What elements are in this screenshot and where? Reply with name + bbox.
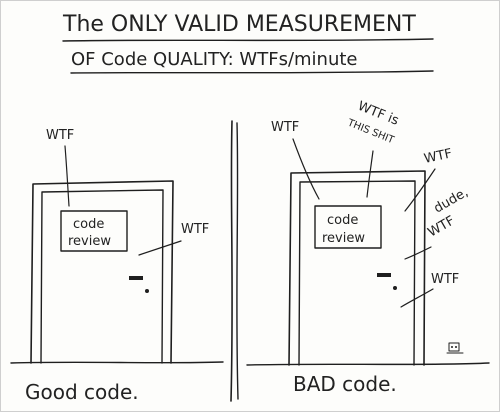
left-sign-text-1: code (73, 217, 104, 232)
left-wtf-side: WTF (181, 222, 209, 237)
right-keyhole (393, 286, 397, 290)
left-wtf-side-pointer (138, 240, 182, 256)
right-code-review-sign (314, 205, 382, 249)
left-keyhole (145, 289, 149, 293)
right-wtf-top-right: WTF (423, 146, 454, 167)
right-door-frame-inner (298, 180, 416, 366)
left-floor-line (10, 361, 224, 364)
left-sign-text-2: review (68, 234, 111, 249)
left-wtf-top: WTF (46, 128, 74, 143)
right-wtf-top-left-pointer (292, 138, 320, 200)
right-door-handle (377, 273, 391, 277)
left-code-review-sign (60, 210, 128, 252)
right-dude-wtf: WTF (426, 213, 458, 240)
right-door-frame-outer (288, 170, 426, 366)
left-door-frame-inner (40, 189, 164, 364)
left-caption: Good code. (25, 380, 139, 404)
right-wtf-bottom: WTF (431, 272, 459, 287)
title-line-2: OF Code QUALITY: WTFs/minute (71, 49, 358, 70)
right-dude: dude, (432, 185, 471, 216)
left-panel: code review WTF WTF Good code. (10, 128, 224, 404)
signature-doodle (446, 342, 464, 354)
left-door-handle (129, 276, 143, 280)
right-wtf-top-right-pointer (404, 168, 436, 212)
divider-line-left (230, 120, 233, 402)
right-floor-line (246, 362, 490, 366)
right-caption: BAD code. (293, 372, 397, 396)
title-underline-2 (70, 70, 434, 74)
left-door-frame-outer (30, 180, 174, 364)
right-sign-text-1: code (327, 213, 358, 228)
title-underline-1 (62, 38, 434, 42)
right-panel: code review WTF WTF is THIS SHIT WTF dud… (246, 99, 490, 396)
right-wtf-bottom-pointer (400, 288, 434, 308)
divider-line-right (236, 122, 239, 400)
right-dude-pointer (404, 246, 432, 260)
right-sign-text-2: review (322, 231, 365, 246)
right-wtf-is-pointer (366, 150, 374, 198)
title-line-1: The ONLY VALID MEASUREMENT (62, 12, 416, 37)
right-wtf-top-left: WTF (271, 120, 299, 135)
left-wtf-top-pointer (64, 145, 70, 207)
